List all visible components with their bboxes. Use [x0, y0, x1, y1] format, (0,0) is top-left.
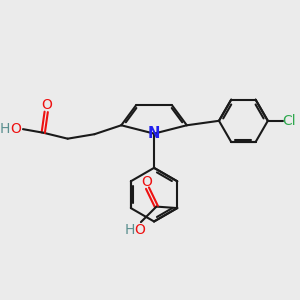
Text: Cl: Cl — [283, 114, 296, 128]
Text: H: H — [124, 223, 135, 236]
Text: O: O — [41, 98, 52, 112]
Text: N: N — [148, 126, 160, 141]
Text: O: O — [10, 122, 21, 136]
Text: H: H — [0, 122, 10, 136]
Text: O: O — [141, 175, 152, 189]
Text: O: O — [134, 223, 145, 236]
